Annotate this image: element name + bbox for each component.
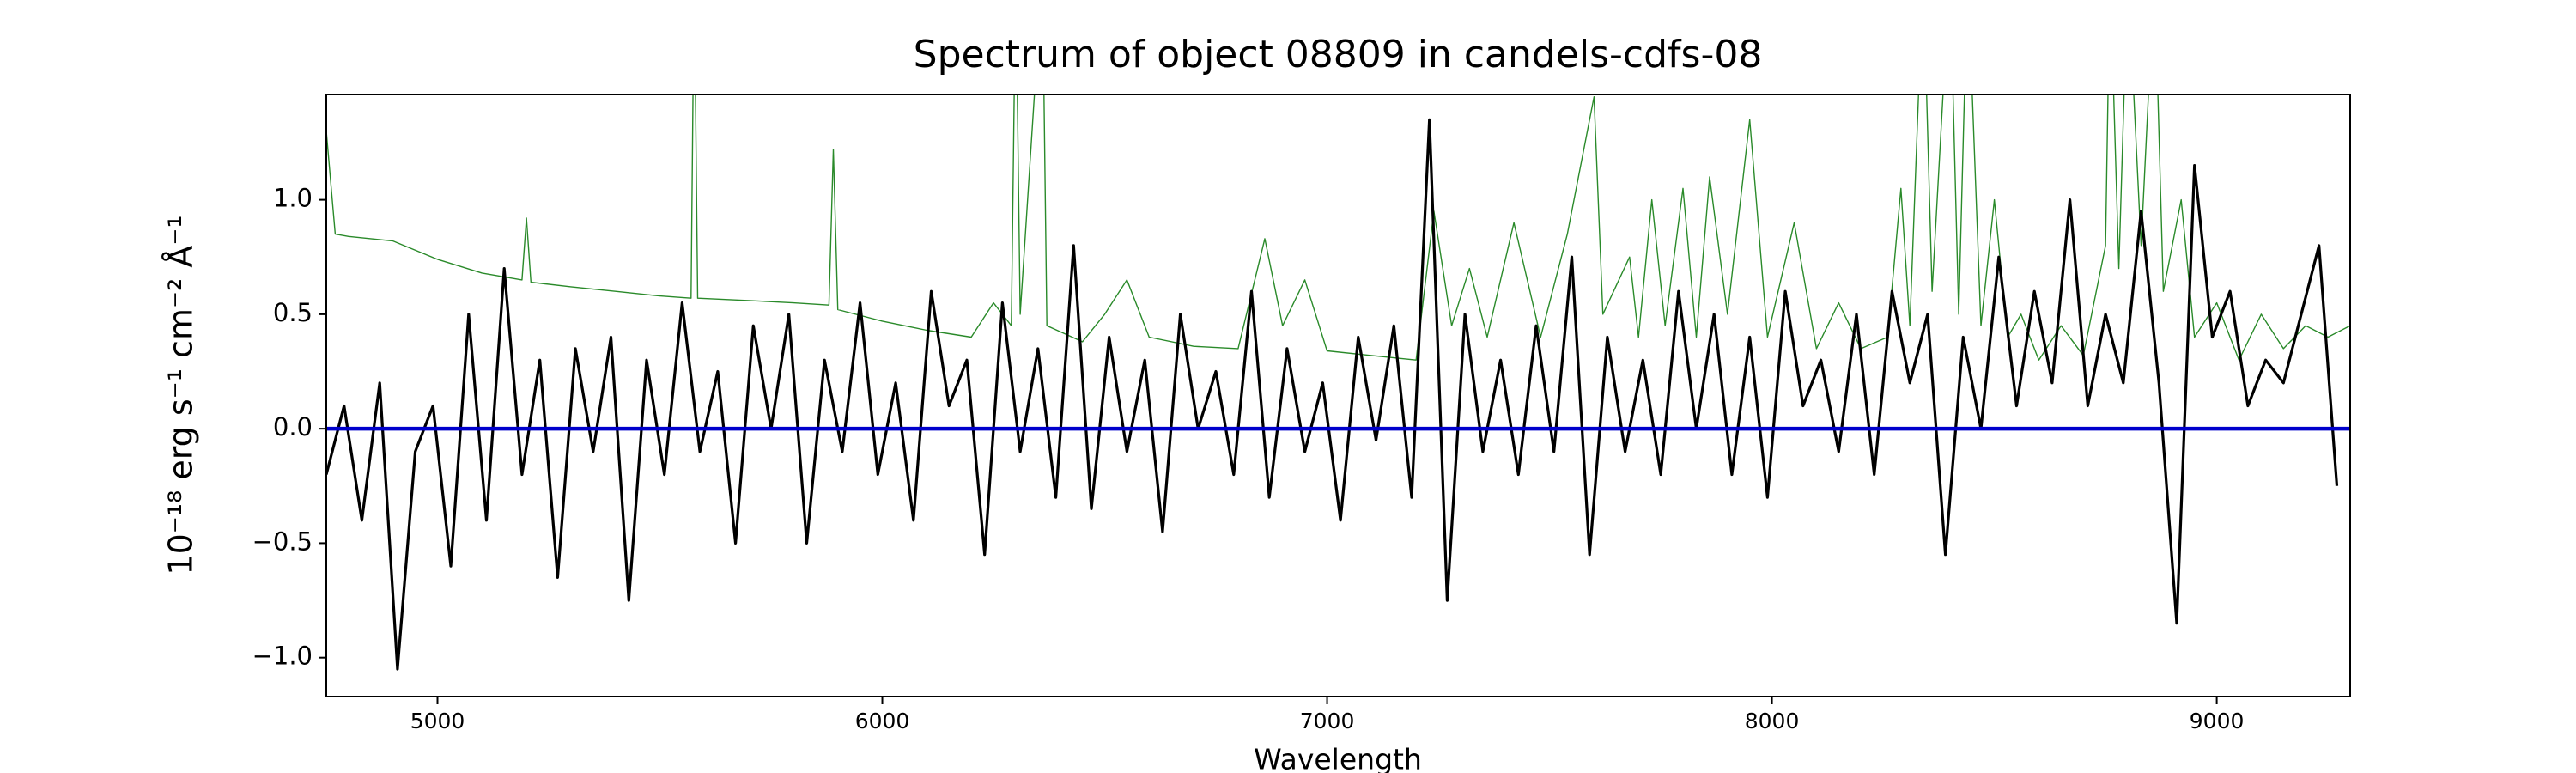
- spectrum-line: [326, 94, 2350, 361]
- x-tick-label: 5000: [410, 709, 465, 733]
- spectrum-line: [326, 118, 2339, 671]
- y-tick-label: 0.5: [273, 298, 313, 327]
- plot-frame: [325, 94, 2351, 697]
- chart-title: Spectrum of object 08809 in candels-cdfs…: [914, 33, 1763, 76]
- y-tick-label: −1.0: [252, 642, 313, 671]
- y-tick-label: 1.0: [273, 184, 313, 213]
- y-tick-label: 0.0: [273, 412, 313, 441]
- x-tick-label: 8000: [1745, 709, 1800, 733]
- x-tick-label: 7000: [1300, 709, 1355, 733]
- y-axis-label: 10⁻¹⁸ erg s⁻¹ cm⁻² Å⁻¹: [162, 215, 200, 575]
- x-tick-label: 6000: [855, 709, 910, 733]
- x-axis-label: Wavelength: [1254, 743, 1422, 773]
- y-tick-label: −0.5: [252, 526, 313, 556]
- plot-area: [326, 94, 2350, 671]
- x-tick-label: 9000: [2190, 709, 2245, 733]
